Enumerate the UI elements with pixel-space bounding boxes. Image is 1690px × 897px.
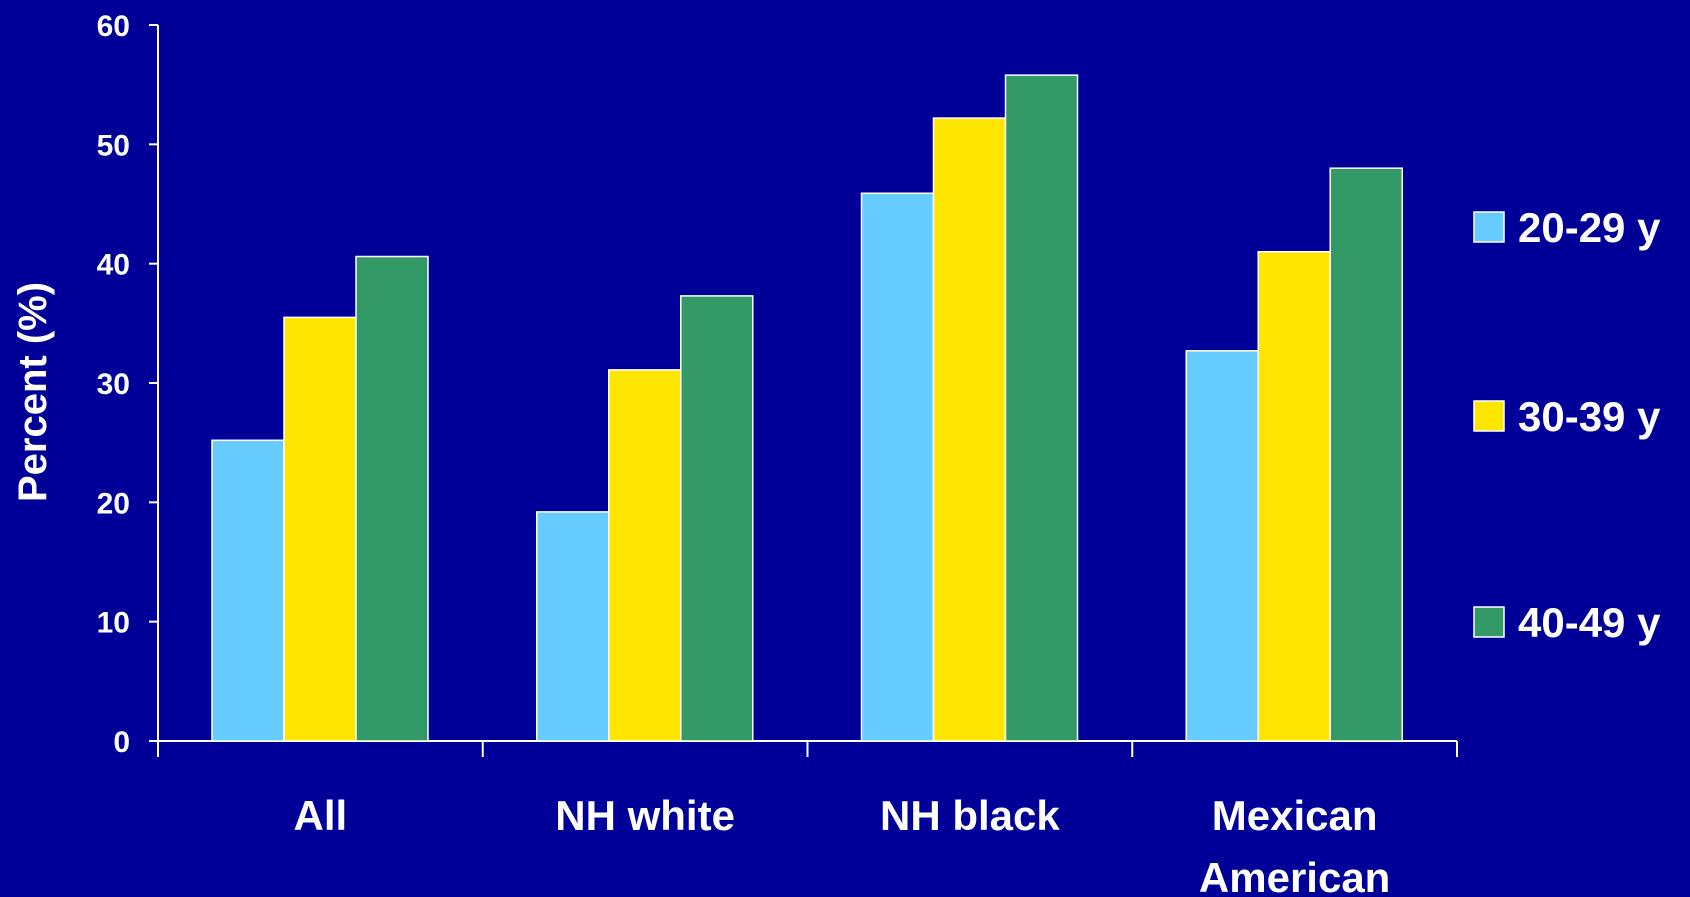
bar-40-49y-3 [1329, 167, 1403, 742]
y-axis: 0 10 20 30 40 50 60 [97, 10, 159, 759]
bar-30-39y-2 [932, 117, 1007, 742]
legend: 20-29 y 30-39 y 40-49 y [1473, 204, 1661, 646]
x-tick-label: NH black [880, 792, 1060, 839]
y-tick-label: 50 [97, 129, 130, 162]
legend-label: 20-29 y [1518, 204, 1661, 251]
bar-20-29y-0 [211, 439, 285, 742]
bar-30-39y-0 [283, 316, 357, 742]
x-tick-label: All [294, 792, 348, 839]
x-tick-label: NH white [555, 792, 735, 839]
bar-20-29y-3 [1185, 350, 1259, 742]
y-tick-label: 30 [97, 368, 130, 401]
bar-30-39y-1 [608, 369, 682, 742]
bar-40-49y-0 [355, 255, 429, 742]
legend-swatch [1473, 606, 1505, 638]
x-axis: All NH white NH black Mexican American [157, 740, 1458, 897]
y-tick-label: 40 [97, 249, 130, 282]
legend-label: 30-39 y [1518, 393, 1661, 440]
bar-40-49y-1 [680, 295, 754, 742]
bars [211, 74, 1403, 742]
y-tick-label: 10 [97, 607, 130, 640]
bar-30-39y-3 [1257, 250, 1331, 742]
bar-40-49y-2 [1004, 74, 1079, 742]
y-tick-label: 20 [97, 487, 130, 520]
legend-swatch [1473, 400, 1505, 432]
x-tick-label: Mexican American [1199, 792, 1390, 897]
legend-swatch [1473, 211, 1505, 243]
bar-20-29y-1 [536, 511, 610, 742]
bar-20-29y-2 [860, 192, 935, 742]
y-tick-label: 0 [113, 726, 130, 759]
y-axis-title: Percent (%) [11, 282, 55, 502]
y-tick-label: 60 [97, 10, 130, 43]
legend-label: 40-49 y [1518, 599, 1661, 646]
